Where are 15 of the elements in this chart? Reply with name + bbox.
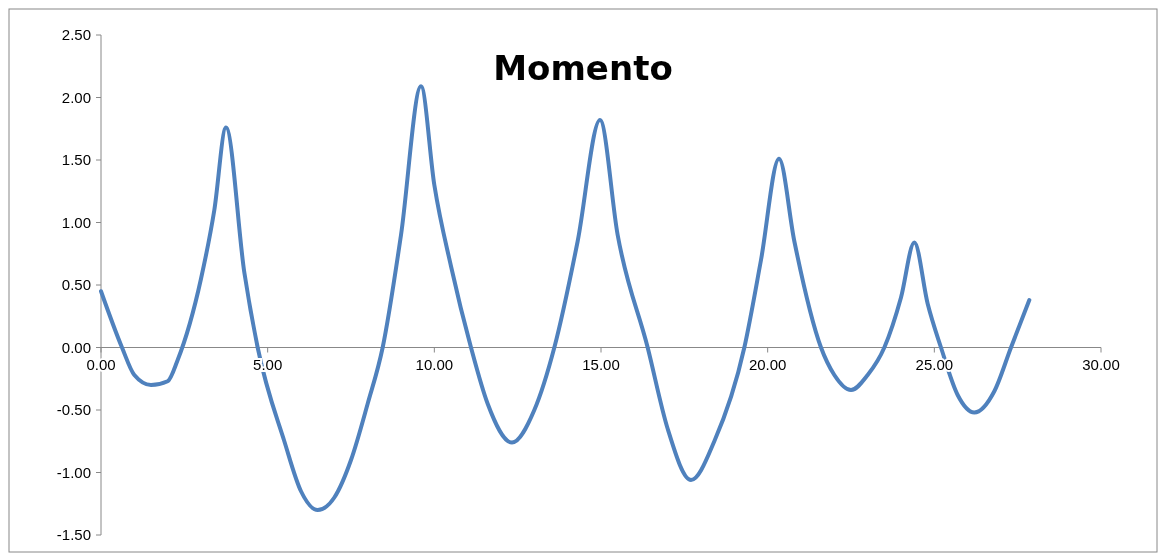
y-tick-label: -1.00 [56,463,91,481]
chart-title: Momento [493,48,673,88]
x-tick-label: 0.00 [86,355,116,373]
y-tick-label: 2.50 [61,26,91,44]
y-tick-label: 0.50 [61,276,91,294]
y-tick-label: 1.00 [61,213,91,231]
x-tick-label: 15.00 [582,355,620,373]
y-tick-label: 0.00 [61,338,91,356]
y-tick-label: -1.50 [56,526,91,544]
y-tick-label: -0.50 [56,401,91,419]
x-tick-label: 30.00 [1082,355,1120,373]
y-tick-label: 2.00 [61,88,91,106]
x-tick-label: 10.00 [415,355,454,373]
y-tick-label: 1.50 [61,151,91,169]
x-tick-label: 20.00 [748,355,787,373]
